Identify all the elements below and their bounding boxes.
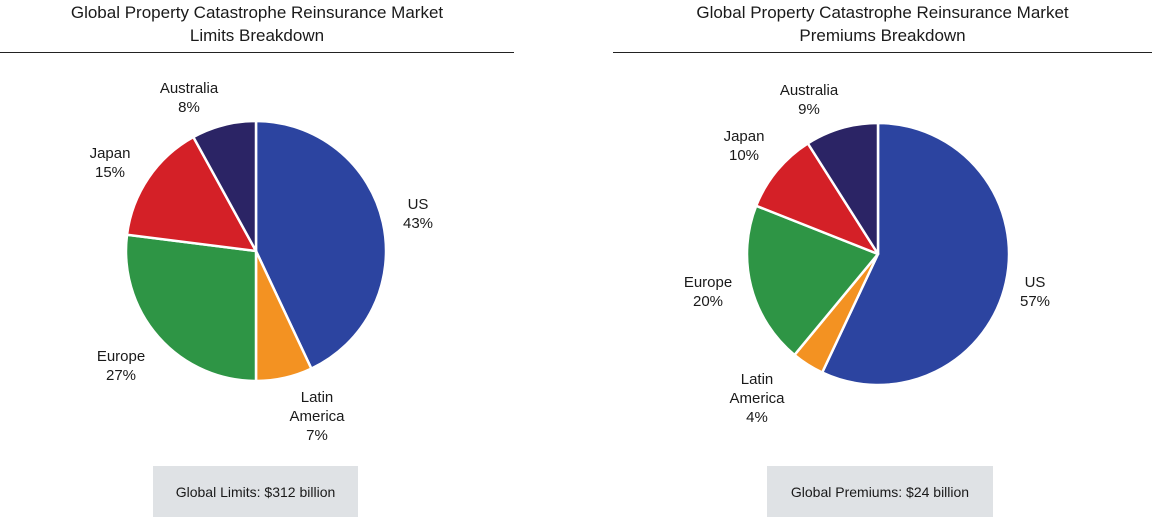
slice-percent: 9% <box>798 101 820 118</box>
slice-name-line: Latin <box>301 389 334 406</box>
slice-percent: 15% <box>95 164 125 181</box>
slice-name-line: America <box>289 408 345 425</box>
premiums-panel: Global Property Catastrophe Reinsurance … <box>576 0 1152 518</box>
chart-title-line1: Global Property Catastrophe Reinsurance … <box>70 3 444 22</box>
slice-percent: 4% <box>746 409 768 426</box>
pie-slice-australia <box>192 119 258 253</box>
slice-name-line: Japan <box>90 145 131 162</box>
slice-label-japan: Japan 15% <box>90 145 131 181</box>
pie-slice-us <box>820 121 1011 387</box>
limits-panel: Global Property Catastrophe Reinsurance … <box>0 1 514 517</box>
pie-slice-us <box>254 119 388 370</box>
slice-label-australia: Australia 8% <box>160 80 219 116</box>
title-divider <box>613 52 1152 53</box>
slice-percent: 27% <box>106 367 136 384</box>
pie-slice-europe <box>745 204 880 357</box>
total-box: Global Limits: $312 billion <box>153 466 358 517</box>
limits-pie-chart: US 43% Latin America 7% Europe 27% Japan 15% Aust… <box>90 80 433 444</box>
title-divider <box>0 52 514 53</box>
chart-title: Global Property Catastrophe Reinsurance … <box>613 1 1152 47</box>
chart-title-line1: Global Property Catastrophe Reinsurance … <box>696 3 1069 22</box>
slice-label-latin-america: Latin America 7% <box>289 389 345 444</box>
total-label: Global Premiums: $24 billion <box>790 483 970 500</box>
slice-name-line: Australia <box>160 80 219 97</box>
total-label: Global Limits: $312 billion <box>175 483 336 500</box>
slice-name-line: Latin <box>741 371 774 388</box>
premiums-pie-chart: US 57% Latin America 4% Europe 20% Japan 10% Aust… <box>684 82 1050 426</box>
chart-title-line2: Premiums Breakdown <box>799 26 966 45</box>
slice-name-line: America <box>729 390 785 407</box>
slice-name-line: Japan <box>724 128 765 145</box>
slice-name-line: Europe <box>684 274 732 291</box>
slice-label-europe: Europe 27% <box>97 348 145 384</box>
pie-slice-japan <box>754 142 880 256</box>
slice-percent: 10% <box>729 147 759 164</box>
pie-slice-australia <box>806 121 880 256</box>
slice-percent: 8% <box>178 99 200 116</box>
slice-label-us: US 57% <box>1020 274 1050 310</box>
slice-percent: 20% <box>693 293 723 310</box>
slice-name-line: US <box>1025 274 1046 291</box>
slice-percent: 7% <box>306 427 328 444</box>
slice-label-europe: Europe 20% <box>684 274 732 310</box>
slice-label-latin-america: Latin America 4% <box>729 371 785 426</box>
slice-name-line: US <box>408 196 429 213</box>
slice-percent: 43% <box>403 215 433 232</box>
slice-name-line: Europe <box>97 348 145 365</box>
pie-slice-japan <box>125 135 258 253</box>
chart-title-line2: Limits Breakdown <box>189 26 325 45</box>
total-box: Global Premiums: $24 billion <box>767 466 993 517</box>
slice-percent: 57% <box>1020 293 1050 310</box>
slice-name-line: Australia <box>780 82 839 99</box>
slice-label-japan: Japan 10% <box>724 128 765 164</box>
slice-label-us: US 43% <box>403 196 433 232</box>
slice-label-australia: Australia 9% <box>780 82 839 118</box>
pie-slice-europe <box>124 233 258 383</box>
chart-title: Global Property Catastrophe Reinsurance … <box>0 1 514 47</box>
